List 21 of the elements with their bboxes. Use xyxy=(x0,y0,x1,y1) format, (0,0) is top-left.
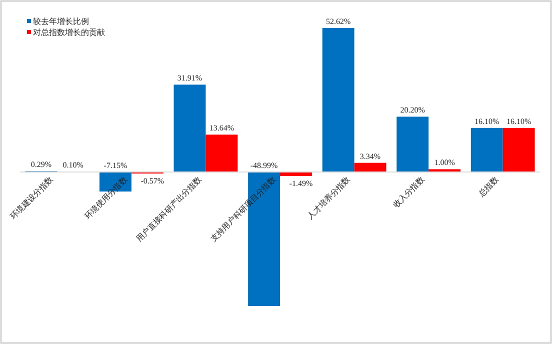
x-tick-label: 总指数 xyxy=(476,175,500,200)
data-label: 0.29% xyxy=(30,160,52,170)
x-tick-label: 收入分指数 xyxy=(391,175,426,210)
data-label: -1.49% xyxy=(289,179,313,188)
data-label: 16.10% xyxy=(474,116,500,126)
data-label: 31.91% xyxy=(177,74,202,83)
x-tick-label: 支持用户科研项目分指数 xyxy=(208,175,278,244)
data-label: -48.99% xyxy=(250,160,278,170)
data-label: 0.10% xyxy=(62,160,84,170)
data-label: 3.34% xyxy=(360,152,381,161)
legend-label: 对总指数增长的贡献 xyxy=(33,28,105,37)
x-tick-label: 环境使用分指数 xyxy=(82,175,129,221)
legend-label: 较去年增长比例 xyxy=(33,17,89,26)
data-label: 20.20% xyxy=(400,106,426,115)
x-tick-label: 环境建设分指数 xyxy=(8,175,55,221)
data-label: 13.64% xyxy=(209,124,234,133)
data-label: 1.00% xyxy=(434,158,456,168)
data-label: 52.62% xyxy=(326,17,351,26)
data-label: -7.15% xyxy=(104,160,128,170)
data-label: 16.10% xyxy=(506,116,532,126)
data-label: -0.57% xyxy=(140,176,164,186)
